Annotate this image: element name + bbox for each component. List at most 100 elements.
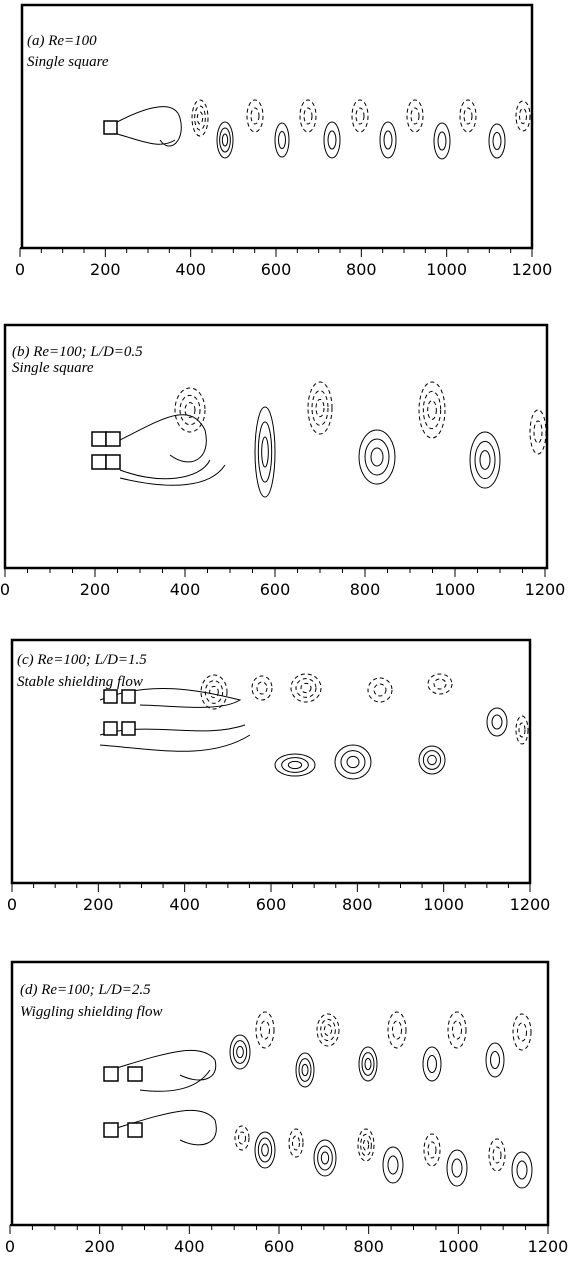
positive-vortex-contour <box>274 753 316 777</box>
positive-vortex-contour <box>320 1151 330 1165</box>
contour-field <box>109 1011 533 1189</box>
negative-vortex-contour <box>373 683 387 697</box>
negative-vortex-contour <box>209 685 219 699</box>
positive-vortex-contour <box>281 757 309 773</box>
square-cylinder <box>103 120 118 135</box>
contour-field <box>119 381 547 498</box>
x-tick-label: 200 <box>80 580 111 599</box>
positive-vortex-contour <box>254 1131 276 1169</box>
wake-contour <box>99 734 251 752</box>
positive-vortex-contour <box>334 744 372 780</box>
square-cylinder <box>103 721 118 736</box>
x-tick-label: 800 <box>350 580 381 599</box>
negative-vortex-contour <box>427 1141 437 1159</box>
x-tick-label: 1000 <box>435 580 476 599</box>
positive-vortex-contour <box>492 132 502 150</box>
contour-field <box>116 99 531 160</box>
negative-vortex-contour <box>250 107 260 125</box>
negative-vortex-contour <box>515 100 531 132</box>
x-tick-label: 400 <box>170 580 201 599</box>
x-tick-label: 0 <box>15 260 25 279</box>
positive-vortex-contour <box>485 1042 505 1078</box>
panel-annotation: Wiggling shielding flow <box>20 1004 163 1020</box>
negative-vortex-contour <box>311 390 329 426</box>
positive-vortex-contour <box>469 431 501 489</box>
negative-vortex-contour <box>529 409 547 455</box>
negative-vortex-contour <box>184 402 196 418</box>
x-tick-label: 800 <box>342 895 373 914</box>
positive-vortex-contour <box>490 1051 500 1069</box>
x-tick-label: 400 <box>174 1237 205 1256</box>
panel-annotation: (d) Re=100; L/D=2.5 <box>20 982 151 998</box>
negative-vortex-contour <box>234 1125 250 1151</box>
negative-vortex-contour <box>351 99 369 133</box>
x-tick-label: 600 <box>264 1237 295 1256</box>
negative-vortex-contour <box>307 381 333 435</box>
x-tick-label: 0 <box>5 1237 15 1256</box>
positive-vortex-contour <box>278 131 286 149</box>
negative-vortex-contour <box>488 1138 506 1172</box>
negative-vortex-contour <box>519 108 527 124</box>
negative-vortex-contour <box>423 1133 441 1167</box>
x-tick-label: 1000 <box>423 895 464 914</box>
positive-vortex-contour <box>232 1040 248 1064</box>
positive-vortex-contour <box>274 122 290 158</box>
positive-vortex-contour <box>346 755 360 769</box>
square-cylinder <box>105 454 121 470</box>
positive-vortex-contour <box>418 745 446 775</box>
positive-vortex-contour <box>219 127 231 153</box>
x-tick-label: 1200 <box>528 1237 569 1256</box>
x-tick-label: 200 <box>83 895 114 914</box>
negative-vortex-contour <box>367 677 393 703</box>
x-tick-label: 0 <box>0 580 10 599</box>
square-cylinder <box>127 1122 143 1138</box>
wake-contour <box>109 1109 217 1146</box>
positive-vortex-contour <box>361 1052 375 1076</box>
positive-vortex-contour <box>236 1045 244 1059</box>
panel-annotation: Stable shielding flow <box>17 674 143 690</box>
positive-vortex-contour <box>370 447 384 467</box>
negative-vortex-contour <box>238 1131 246 1145</box>
x-tick-label: 1000 <box>426 260 467 279</box>
positive-vortex-contour <box>298 1058 312 1082</box>
contour-field <box>99 673 529 780</box>
wake-contour <box>119 459 211 480</box>
positive-vortex-contour <box>301 1063 309 1077</box>
negative-vortex-contour <box>204 680 224 704</box>
negative-vortex-contour <box>512 1013 532 1051</box>
negative-vortex-contour <box>463 107 473 125</box>
positive-vortex-contour <box>364 438 390 476</box>
positive-vortex-contour <box>257 1137 273 1163</box>
positive-vortex-contour <box>433 122 451 160</box>
x-tick-label: 400 <box>175 260 206 279</box>
negative-vortex-contour <box>387 1011 407 1049</box>
x-tick-label: 200 <box>90 260 121 279</box>
negative-vortex-contour <box>255 1011 275 1049</box>
negative-vortex-contour <box>316 1013 340 1047</box>
x-tick-label: 0 <box>7 895 17 914</box>
positive-vortex-contour <box>486 707 508 737</box>
x-tick-label: 400 <box>169 895 200 914</box>
x-tick-label: 800 <box>346 260 377 279</box>
positive-vortex-contour <box>254 406 276 498</box>
square-cylinder <box>103 689 118 704</box>
panel-frame <box>10 960 550 1227</box>
square-cylinder <box>103 1122 119 1138</box>
positive-vortex-contour <box>317 1145 333 1171</box>
panel-annotation: Single square <box>27 54 109 70</box>
wake-contour <box>119 464 226 486</box>
x-tick-label: 800 <box>353 1237 384 1256</box>
positive-vortex-contour <box>383 130 393 150</box>
wake-contour <box>116 133 176 145</box>
positive-vortex-contour <box>295 1052 315 1088</box>
positive-vortex-contour <box>358 429 396 485</box>
negative-vortex-contour <box>246 99 264 133</box>
negative-vortex-contour <box>251 675 273 701</box>
positive-vortex-contour <box>516 1160 528 1180</box>
negative-vortex-contour <box>179 394 201 426</box>
negative-vortex-contour <box>459 99 477 133</box>
positive-vortex-contour <box>257 421 273 483</box>
negative-vortex-contour <box>533 420 543 444</box>
positive-vortex-contour <box>229 1034 251 1070</box>
wake-contour <box>119 414 207 463</box>
